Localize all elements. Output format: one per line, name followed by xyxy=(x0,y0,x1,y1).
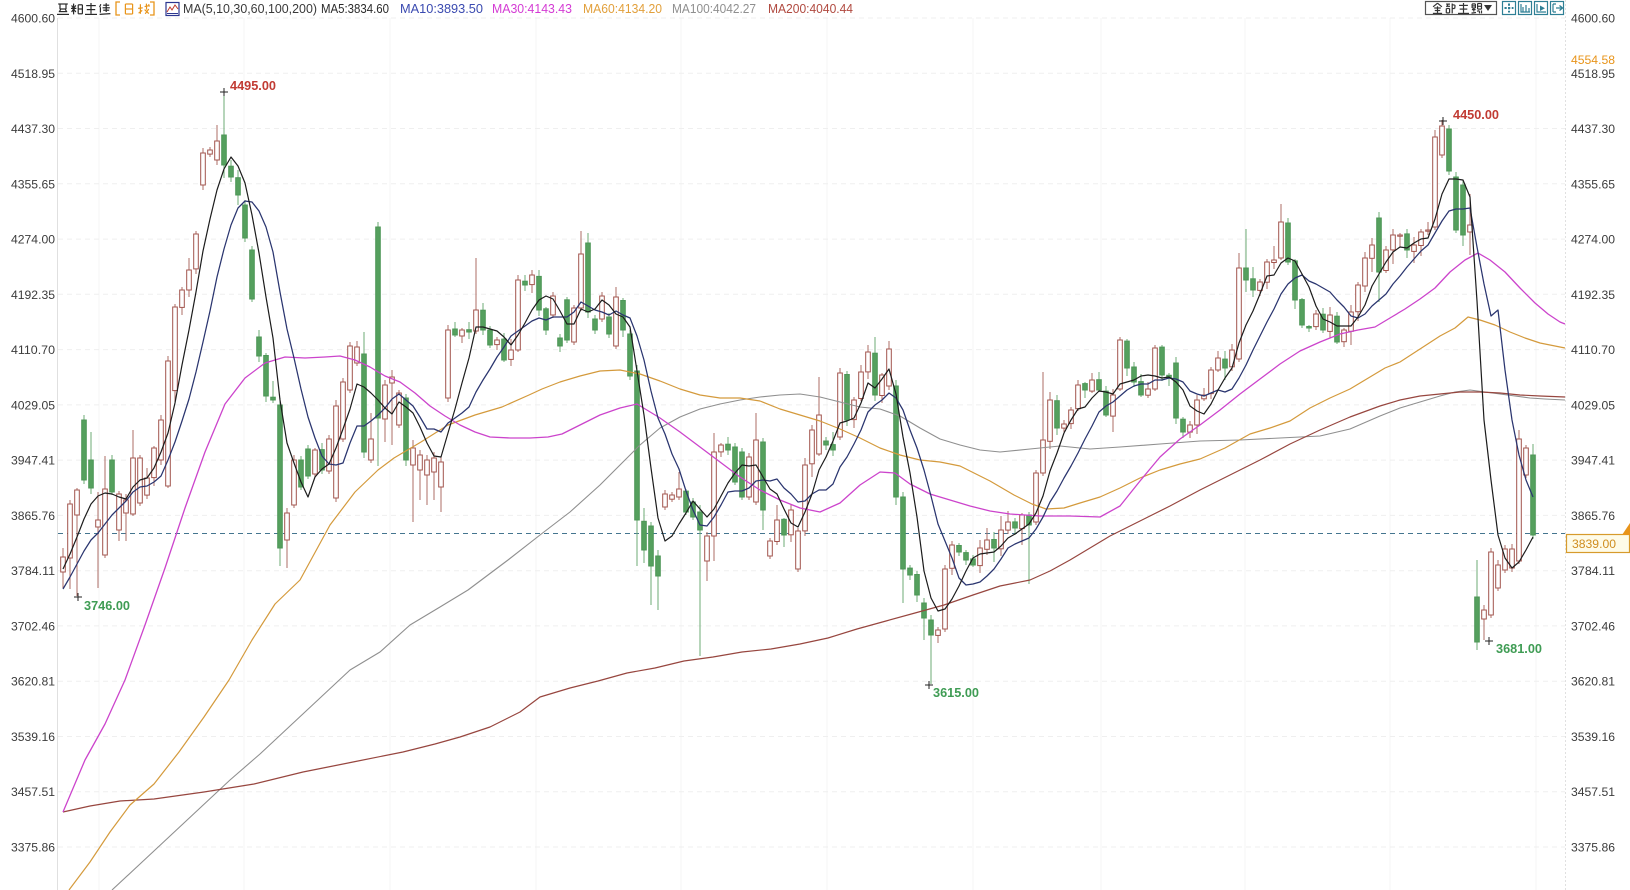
svg-text:3865.76: 3865.76 xyxy=(11,509,55,523)
svg-text:4029.05: 4029.05 xyxy=(11,398,55,412)
svg-text:3615.00: 3615.00 xyxy=(933,685,979,700)
svg-text:3457.51: 3457.51 xyxy=(1571,785,1615,799)
svg-text:4274.00: 4274.00 xyxy=(11,233,55,247)
svg-text:MA200:4040.44: MA200:4040.44 xyxy=(768,1,853,16)
svg-text:MA10:3893.50: MA10:3893.50 xyxy=(400,1,483,16)
svg-text:4495.00: 4495.00 xyxy=(230,78,276,93)
svg-text:3539.16: 3539.16 xyxy=(1571,730,1615,744)
svg-text:4192.35: 4192.35 xyxy=(1571,288,1615,302)
svg-text:3839.00: 3839.00 xyxy=(1572,537,1616,551)
svg-text:4518.95: 4518.95 xyxy=(11,67,55,81)
svg-text:3702.46: 3702.46 xyxy=(11,619,55,633)
svg-text:4450.00: 4450.00 xyxy=(1453,107,1499,122)
svg-text:4355.65: 4355.65 xyxy=(1571,177,1615,191)
svg-text:MA30:4143.43: MA30:4143.43 xyxy=(492,1,572,16)
svg-text:MA100:4042.27: MA100:4042.27 xyxy=(672,1,756,16)
svg-text:4110.70: 4110.70 xyxy=(1571,343,1615,357)
svg-text:3784.11: 3784.11 xyxy=(1571,564,1615,578)
svg-text:4192.35: 4192.35 xyxy=(11,288,55,302)
svg-text:4518.95: 4518.95 xyxy=(1571,67,1615,81)
svg-text:4110.70: 4110.70 xyxy=(11,343,55,357)
svg-text:3947.41: 3947.41 xyxy=(1571,454,1615,468)
svg-text:3947.41: 3947.41 xyxy=(11,454,55,468)
svg-text:3702.46: 3702.46 xyxy=(1571,619,1615,633)
svg-text:MA(5,10,30,60,100,200): MA(5,10,30,60,100,200) xyxy=(183,1,317,16)
svg-text:3620.81: 3620.81 xyxy=(11,675,55,689)
svg-text:3457.51: 3457.51 xyxy=(11,785,55,799)
svg-text:4554.58: 4554.58 xyxy=(1571,53,1615,67)
svg-text:3375.86: 3375.86 xyxy=(11,841,55,855)
svg-text:4600.60: 4600.60 xyxy=(1571,12,1615,26)
svg-text:MA60:4134.20: MA60:4134.20 xyxy=(583,1,662,16)
svg-text:3681.00: 3681.00 xyxy=(1496,641,1542,656)
svg-text:3375.86: 3375.86 xyxy=(1571,841,1615,855)
svg-text:3865.76: 3865.76 xyxy=(1571,509,1615,523)
svg-text:3539.16: 3539.16 xyxy=(11,730,55,744)
svg-text:4437.30: 4437.30 xyxy=(11,122,55,136)
svg-text:4274.00: 4274.00 xyxy=(1571,233,1615,247)
svg-text:3784.11: 3784.11 xyxy=(11,564,55,578)
svg-text:4437.30: 4437.30 xyxy=(1571,122,1615,136)
svg-text:MA5:3834.60: MA5:3834.60 xyxy=(321,1,389,16)
svg-text:4355.65: 4355.65 xyxy=(11,177,55,191)
svg-text:4600.60: 4600.60 xyxy=(11,12,55,26)
svg-text:3746.00: 3746.00 xyxy=(84,598,130,613)
svg-text:3620.81: 3620.81 xyxy=(1571,675,1615,689)
svg-text:4029.05: 4029.05 xyxy=(1571,398,1615,412)
